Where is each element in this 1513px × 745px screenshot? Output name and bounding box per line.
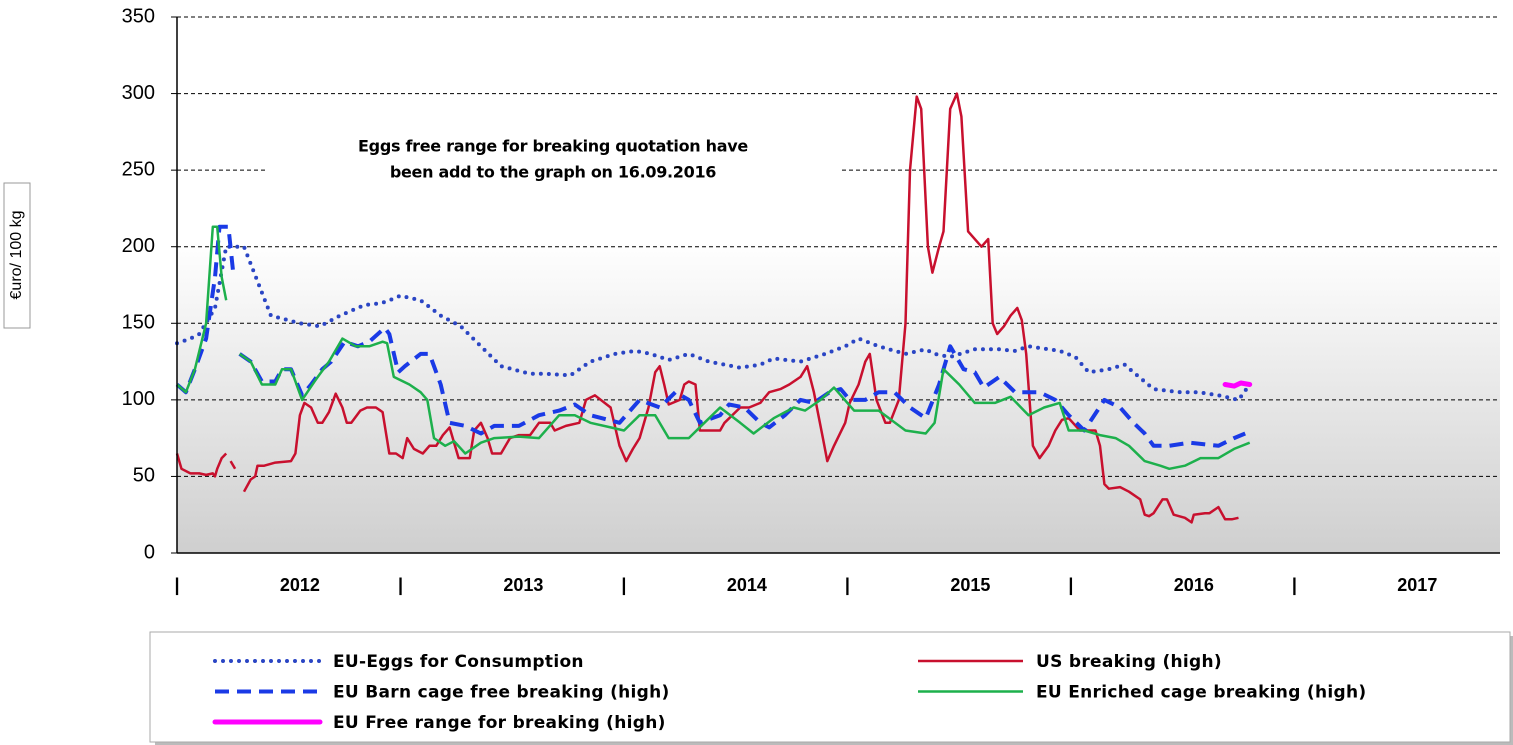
annotation: been add to the graph on 16.09.2016 xyxy=(390,163,716,182)
y-tick-label: 350 xyxy=(122,5,155,27)
y-tick-label: 150 xyxy=(122,312,155,334)
y-tick-label: 50 xyxy=(133,465,155,487)
legend-label: EU Barn cage free breaking (high) xyxy=(333,683,670,703)
x-tick-label: | xyxy=(174,575,179,595)
legend xyxy=(149,631,1511,743)
x-tick-label: | xyxy=(1292,575,1297,595)
legend-label: EU-Eggs for Consumption xyxy=(333,652,584,672)
x-tick-label: 2016 xyxy=(1174,575,1214,595)
x-tick-label: 2017 xyxy=(1397,575,1437,595)
legend-label: EU Free range for breaking (high) xyxy=(333,713,666,733)
series-line xyxy=(175,92,1239,524)
y-tick-label: 250 xyxy=(122,158,155,180)
x-tick-label: | xyxy=(845,575,850,595)
plot-background xyxy=(177,17,1500,553)
x-tick-label: 2013 xyxy=(503,575,543,595)
legend-label: US breaking (high) xyxy=(1036,652,1222,672)
x-tick-label: 2015 xyxy=(950,575,990,595)
x-tick-label: | xyxy=(398,575,403,595)
series-line xyxy=(175,244,1252,402)
legend-label: EU Enriched cage breaking (high) xyxy=(1036,683,1366,703)
series-line xyxy=(1222,380,1253,389)
x-tick-label: 2012 xyxy=(280,575,320,595)
annotation: Eggs free range for breaking quotation h… xyxy=(358,137,748,156)
y-tick-label: 100 xyxy=(122,388,155,410)
series xyxy=(175,92,1253,524)
y-label-box xyxy=(3,182,31,329)
x-tick-label: | xyxy=(1068,575,1073,595)
y-tick-label: 200 xyxy=(122,235,155,257)
x-tick-label: 2014 xyxy=(727,575,767,595)
annotation-box xyxy=(265,128,840,192)
y-tick-label: 300 xyxy=(122,82,155,104)
y-tick-label: 0 xyxy=(144,541,155,563)
y-axis-label: €uro/ 100 kg xyxy=(8,211,25,300)
series-line xyxy=(175,224,1246,448)
series-line xyxy=(176,225,1251,471)
x-tick-label: | xyxy=(621,575,626,595)
legend-entries: EU-Eggs for Consumption US breaking (high… xyxy=(212,652,1366,733)
